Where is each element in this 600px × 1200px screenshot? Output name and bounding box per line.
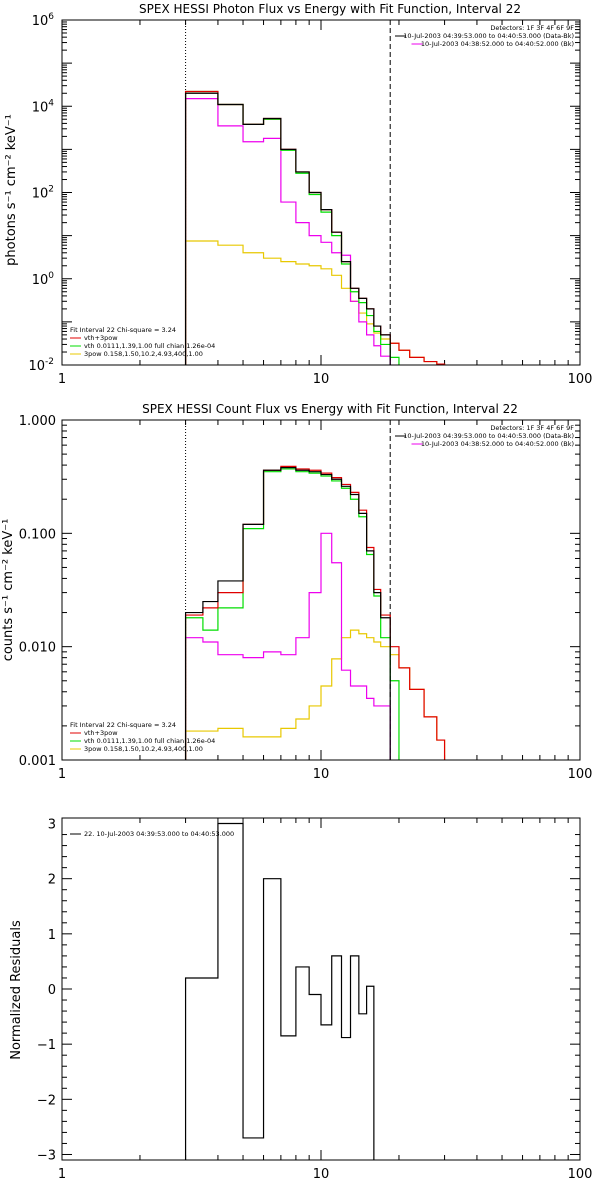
y-tick-label: 0.010 [19,641,56,656]
y-tick-label: 10-2 [28,357,54,374]
y-tick-label: 106 [32,12,55,29]
legend-text: 22. 10-Jul-2003 04:39:53.000 to 04:40:53… [84,830,234,838]
residuals-panel: Normalized Residuals 1 10 100 −3 −2 −1 0 1 2 3 22.… [9,817,593,1182]
series-line [184,92,391,365]
photon-flux-plot: 1 10 100 10-2 100 102 104 106 Detectors: 1F 3F 4… [28,12,592,387]
legend-text: vth 0.0111,1.39,1.00 full chian 1.26e-04 [84,342,215,350]
y-tick-label: 3 [48,818,56,833]
count-flux-plot: 1 10 100 0.001 0.010 0.100 1.000 Detectors: 1F … [19,414,593,782]
y-axis-label: counts s⁻¹ cm⁻² keV⁻¹ [1,519,16,662]
panel-title: SPEX HESSI Count Flux vs Energy with Fit… [142,402,518,416]
plot-frame [61,19,581,366]
legend-text: 10-Jul-2003 04:38:52.000 to 04:40:52.000… [421,440,574,448]
legend-text: 10-Jul-2003 04:39:53.000 to 04:40:53.000… [403,432,574,440]
x-tick-label: 10 [313,372,330,387]
legend-text: Fit Interval 22 Chi-square = 3.24 [70,721,176,729]
y-tick-label: 2 [48,873,56,888]
legend-text: Detectors: 1F 3F 4F 6F 9F [490,424,574,432]
y-tick-label: 100 [32,271,55,288]
x-tick-label: 1 [58,767,66,782]
legend-text: vth 0.0111,1.39,1.00 full chian 1.26e-04 [84,737,215,745]
y-tick-label: −3 [37,1148,56,1163]
legend-text: 10-Jul-2003 04:39:53.000 to 04:40:53.000… [403,32,574,40]
y-tick-label: 0 [48,983,56,998]
count-flux-panel: SPEX HESSI Count Flux vs Energy with Fit… [1,402,592,782]
series-line [184,822,375,1160]
legend-text: vth+3pow [84,334,118,342]
panel-title: SPEX HESSI Photon Flux vs Energy with Fi… [139,2,521,16]
x-tick-label: 100 [568,372,593,387]
x-tick-label: 100 [568,1167,593,1182]
legend-text: Detectors: 1F 3F 4F 6F 9F [490,24,574,32]
photon-flux-panel: SPEX HESSI Photon Flux vs Energy with Fi… [4,2,592,387]
plot-frame [61,419,581,761]
x-tick-label: 100 [568,767,593,782]
residuals-plot: 1 10 100 −3 −2 −1 0 1 2 3 22. 10-Jul-2003 04:39:53… [37,817,593,1182]
y-tick-label: 1.000 [19,414,56,429]
x-tick-label: 1 [58,1167,66,1182]
y-tick-label: 0.100 [19,527,56,542]
y-tick-label: 0.001 [19,754,56,769]
legend-text: vth+3pow [84,729,118,737]
series-line [184,532,391,760]
plot-frame [61,817,581,1161]
series-line [184,98,391,365]
y-axis-label: photons s⁻¹ cm⁻² keV⁻¹ [4,114,19,266]
series-line [184,467,391,760]
x-tick-label: 10 [313,767,330,782]
legend-text: 10-Jul-2003 04:38:52.000 to 04:40:52.000… [421,40,574,48]
y-tick-label: −2 [37,1093,56,1108]
series-line [184,468,400,760]
y-tick-label: −1 [37,1038,56,1053]
y-tick-label: 1 [48,928,56,943]
legend-text: 3pow 0.158,1.50,10.2,4.93,400,1.00 [84,745,203,753]
x-tick-label: 10 [313,1167,330,1182]
legend-text: Fit Interval 22 Chi-square = 3.24 [70,326,176,334]
y-tick-label: 102 [32,185,54,202]
y-tick-label: 104 [32,98,55,115]
legend-text: 3pow 0.158,1.50,10.2,4.93,400,1.00 [84,350,203,358]
x-tick-label: 1 [58,372,66,387]
y-axis-label: Normalized Residuals [9,920,24,1060]
